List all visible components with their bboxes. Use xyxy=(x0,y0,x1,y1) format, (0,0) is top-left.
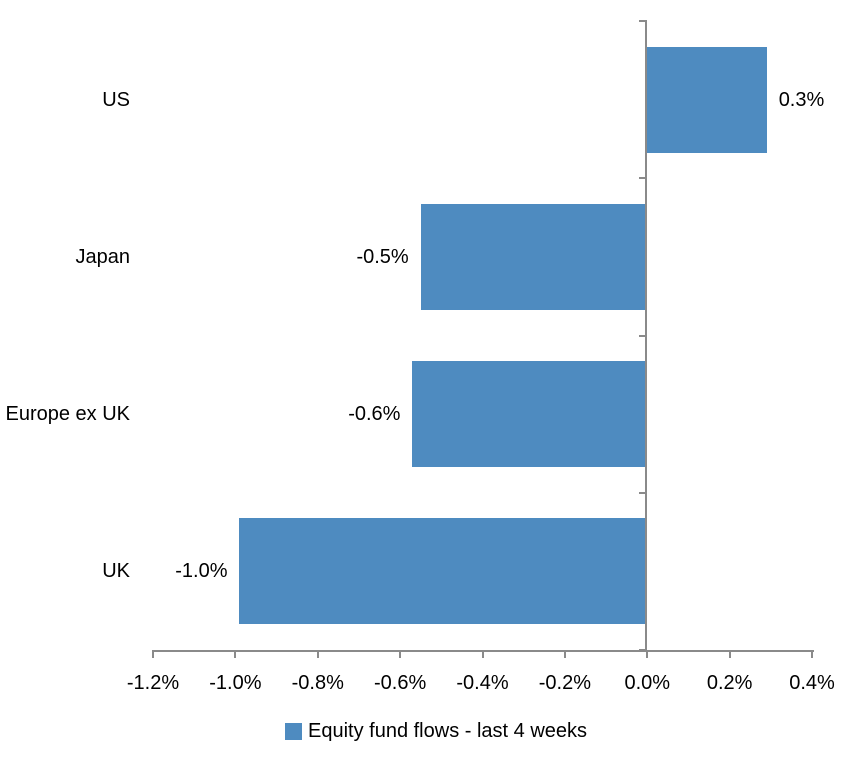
x-axis-tick xyxy=(563,650,566,658)
legend-label: Equity fund flows - last 4 weeks xyxy=(308,720,588,742)
chart-legend: Equity fund flows - last 4 weeks xyxy=(285,719,587,743)
x-tick-label: -0.8% xyxy=(291,672,344,694)
data-label-japan: -0.5% xyxy=(356,245,409,268)
category-label-japan: Japan xyxy=(75,245,131,268)
zero-axis-line xyxy=(645,21,648,652)
bar-japan xyxy=(420,203,648,310)
bar-us xyxy=(647,46,767,153)
x-axis-line xyxy=(153,650,814,652)
bar-uk xyxy=(239,518,648,625)
zero-axis-tick xyxy=(639,491,648,494)
x-tick-label: -0.4% xyxy=(456,672,509,694)
x-axis-tick xyxy=(399,650,402,658)
x-tick-label: 0.2% xyxy=(706,672,753,694)
data-label-us: 0.3% xyxy=(778,88,825,111)
x-tick-label: -0.2% xyxy=(538,672,591,694)
data-label-uk: -1.0% xyxy=(175,560,228,583)
x-axis-tick xyxy=(234,650,237,658)
x-axis-tick xyxy=(646,650,649,658)
legend-swatch-icon xyxy=(285,722,302,740)
x-axis-tick xyxy=(728,650,731,658)
zero-axis-tick xyxy=(639,334,648,337)
category-label-us: US xyxy=(102,88,130,111)
x-tick-label: -1.0% xyxy=(209,672,262,694)
x-axis-tick xyxy=(811,650,813,658)
x-axis-tick xyxy=(316,650,319,658)
x-tick-label: 0.4% xyxy=(789,672,835,694)
zero-axis-tick xyxy=(639,177,648,180)
x-tick-label: -0.6% xyxy=(374,672,427,694)
category-label-europe-ex-uk: Europe ex UK xyxy=(5,403,130,426)
category-label-uk: UK xyxy=(102,560,130,583)
x-axis-tick xyxy=(481,650,484,658)
x-tick-label: -1.2% xyxy=(126,672,180,694)
x-axis-tick xyxy=(152,650,154,658)
zero-axis-tick xyxy=(639,20,648,22)
bar-europe-ex-uk xyxy=(412,361,648,468)
data-label-europe-ex-uk: -0.6% xyxy=(348,403,401,426)
x-tick-label: 0.0% xyxy=(624,672,671,694)
